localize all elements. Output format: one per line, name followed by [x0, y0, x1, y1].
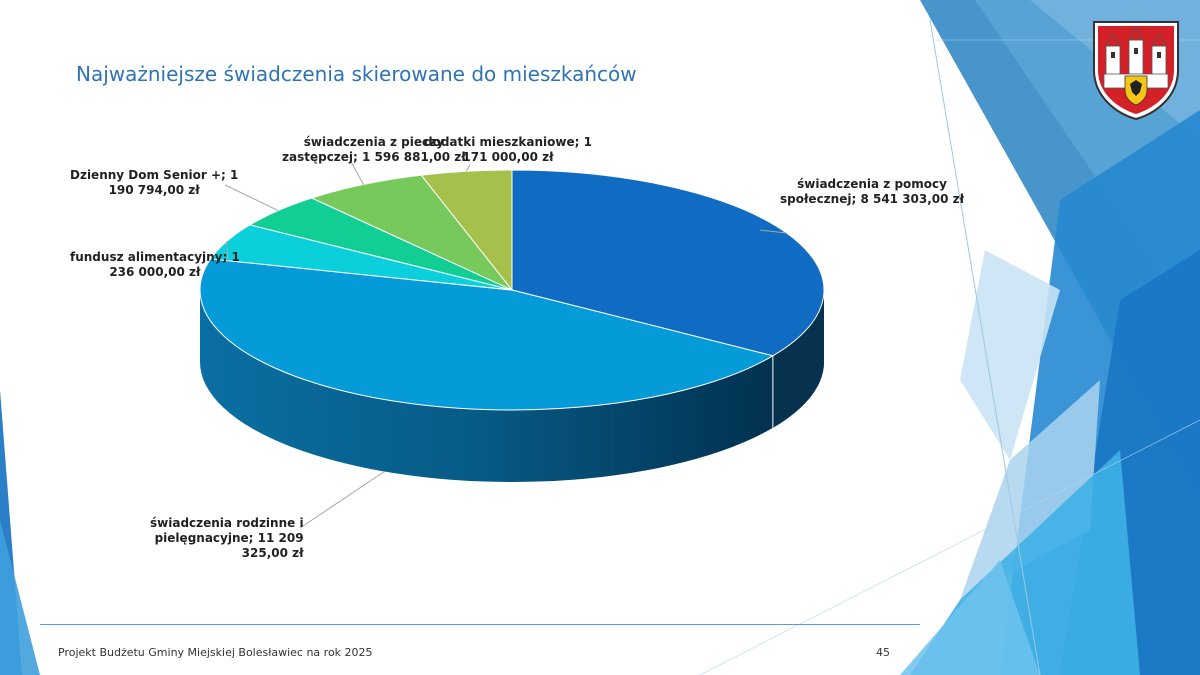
deco-line: [699, 419, 1200, 675]
slide-title: Najważniejsze świadczenia skierowane do …: [76, 62, 637, 86]
leader-line-pomoc-spoleczna: [759, 229, 787, 234]
pie-slice-dodatki-mieszkaniowe: [420, 169, 513, 292]
slice-label-piecza-zastepcza: świadczenia z pieczy zastępczej; 1 596 8…: [282, 135, 466, 164]
deco-triangle: [900, 560, 1040, 675]
pie-slice-swiadczenia-rodzinne: [199, 258, 775, 411]
slice-label-swiadczenia-rodzinne: świadczenia rodzinne i pielęgnacyjne; 11…: [150, 516, 304, 560]
leader-line-fundusz-alimentacyjny: [226, 241, 229, 263]
slice-label-dzienny-dom-senior: Dzienny Dom Senior +; 1 190 794,00 zł: [70, 168, 239, 197]
town-crest-logo: [1093, 21, 1179, 120]
leader-line-piecza-zastepcza: [349, 159, 364, 185]
footer-divider: [40, 624, 920, 625]
slice-label-fundusz-alimentacyjny: fundusz alimentacyjny; 1 236 000,00 zł: [70, 250, 240, 279]
pie-side-wall: [200, 290, 824, 482]
footer-text: Projekt Budżetu Gminy Miejskiej Bolesław…: [58, 646, 373, 659]
slice-label-dodatki-mieszkaniowe: dodatki mieszkaniowe; 1 171 000,00 zł: [424, 135, 592, 164]
deco-triangle: [960, 250, 1060, 460]
page-number: 45: [876, 646, 890, 659]
slice-label-pomoc-spoleczna: świadczenia z pomocy społecznej; 8 541 3…: [780, 177, 965, 206]
deco-triangle: [0, 520, 40, 675]
deco-line: [929, 19, 1041, 675]
leader-line-swiadczenia-rodzinne: [299, 471, 385, 529]
leader-line-dodatki-mieszkaniowe: [465, 164, 471, 172]
leader-line-dzienny-dom-senior: [224, 184, 279, 211]
deco-triangle: [960, 380, 1100, 600]
pie-slice-piecza-zastepcza: [310, 174, 513, 291]
